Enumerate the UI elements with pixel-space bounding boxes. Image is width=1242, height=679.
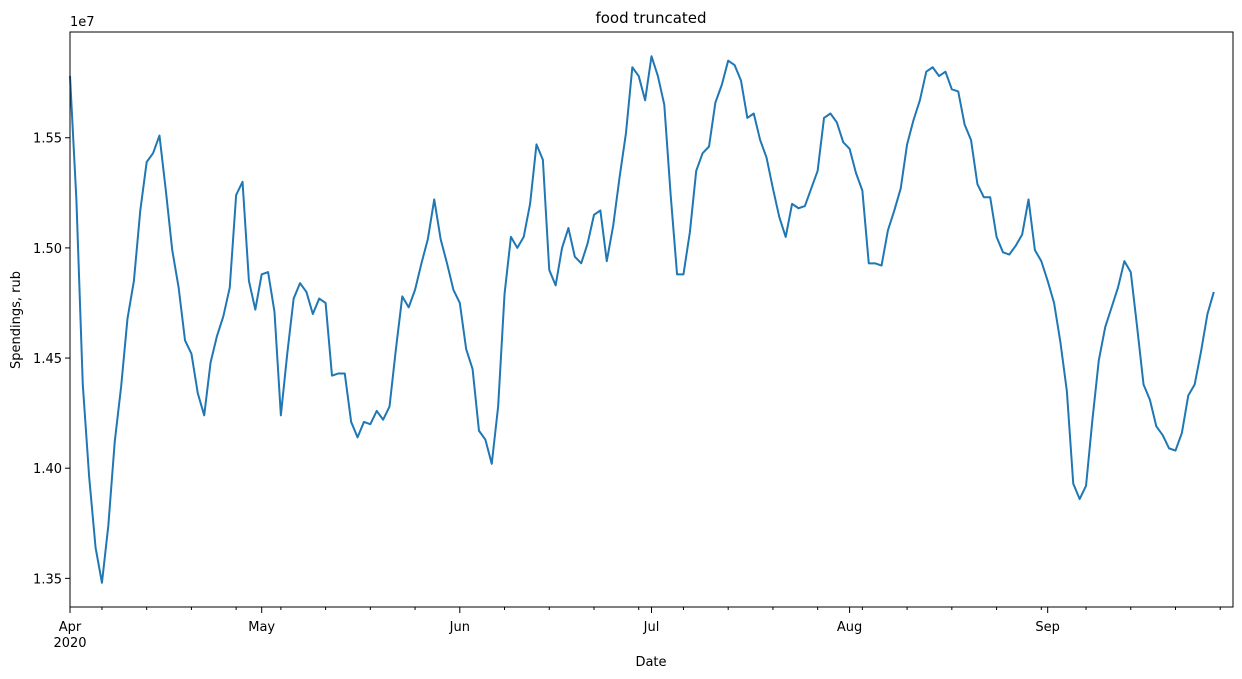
- x-tick-label: Jul: [643, 620, 660, 635]
- y-tick-label: 1.55: [33, 132, 62, 147]
- plot-frame: [69, 31, 1234, 608]
- x-tick-label: May: [248, 620, 275, 635]
- x-tick-label: Aug: [837, 620, 862, 635]
- series-layer: [69, 55, 1215, 584]
- x-tick-sublabel: 2020: [53, 636, 86, 651]
- x-tick-label: Apr: [59, 620, 82, 635]
- x-tick-label: Jun: [449, 620, 470, 635]
- y-tick-label: 1.45: [33, 352, 62, 367]
- y-tick-label: 1.35: [33, 572, 62, 587]
- x-axis-label: Date: [635, 655, 666, 670]
- series-line: [69, 55, 1215, 584]
- x-tick-label: Sep: [1035, 620, 1060, 635]
- y-tick-label: 1.50: [33, 242, 62, 257]
- y-offset-label: 1e7: [70, 15, 95, 30]
- chart-title: food truncated: [595, 9, 706, 27]
- y-axis-label: Spendings, rub: [9, 271, 24, 369]
- y-tick-label: 1.40: [33, 462, 62, 477]
